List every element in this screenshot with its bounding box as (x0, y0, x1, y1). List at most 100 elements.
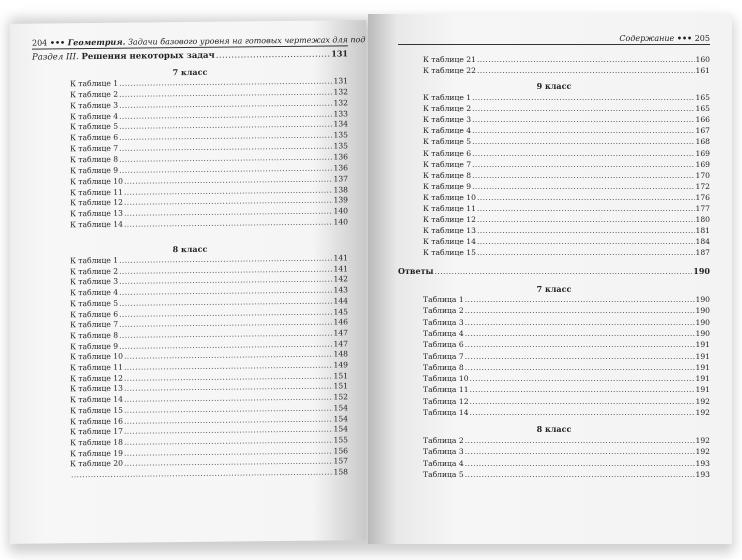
entry-label: К таблице 4 (70, 287, 119, 298)
dot-leader (472, 126, 694, 136)
header-title: Содержание (619, 34, 675, 43)
entry-label: К таблице 3 (70, 100, 119, 110)
entry-page: 137 (333, 173, 349, 184)
entry-label: К таблице 8 (70, 154, 119, 165)
entry-label: Таблица 5 (423, 469, 464, 479)
entry-label: К таблице 10 (70, 351, 123, 362)
dot-leader (465, 306, 695, 316)
toc-entry: Таблица 4 190 (423, 329, 710, 339)
entry-page: 187 (695, 248, 711, 258)
entry-page: 165 (695, 104, 711, 114)
entry-page: 135 (333, 130, 349, 140)
entry-label: К таблице 21 (423, 55, 476, 64)
entry-page: 172 (695, 181, 711, 191)
entry-page: 132 (333, 87, 349, 97)
entry-page: 169 (695, 159, 711, 169)
entry-page: 154 (333, 424, 349, 434)
book-title: Геометрия. (67, 36, 126, 48)
entry-page: 193 (695, 458, 711, 468)
section-page: 131 (331, 48, 348, 59)
dot-leader (472, 149, 694, 159)
entry-label: К таблице 17 (70, 426, 123, 437)
entry-label: Таблица 7 (423, 351, 464, 361)
section-title: Решения некоторых задач (81, 50, 215, 63)
right-page: Содержание ••• 205 9 класс Ответы 190 7 … (368, 14, 732, 544)
answers-title: Ответы (398, 266, 434, 276)
toc-entry: К таблице 9 172 (423, 182, 710, 192)
toc-entry: К таблице 8 170 (423, 171, 710, 181)
entry-label: К таблице 3 (70, 277, 119, 287)
toc-entry: К таблице 14 140 (70, 217, 348, 230)
dot-leader (465, 295, 695, 305)
entry-label: К таблице 19 (70, 448, 123, 458)
entry-page: 193 (695, 469, 711, 479)
dot-leader (470, 408, 695, 418)
entry-label: К таблице 11 (70, 187, 123, 197)
toc-entry: Таблица 14 192 (423, 408, 710, 418)
dot-leader (465, 459, 695, 469)
dot-leader (465, 329, 695, 339)
entry-page: 143 (333, 285, 349, 295)
toc-entry: 158 (70, 467, 349, 480)
dot-leader (465, 447, 695, 457)
entry-label: Таблица 6 (423, 340, 464, 350)
entry-page: 165 (695, 93, 711, 102)
dot-leader (472, 182, 694, 192)
toc-section-row: Раздел III. Решения некоторых задач 131 (32, 48, 348, 62)
entry-label: К таблице 12 (423, 215, 476, 225)
entry-label: К таблице 1 (423, 93, 472, 102)
entry-page: 190 (695, 328, 711, 338)
entry-page: 140 (333, 206, 349, 216)
dot-leader (470, 374, 695, 384)
entry-page: 190 (695, 317, 711, 327)
entry-label: К таблице 7 (70, 319, 119, 330)
dot-leader (477, 55, 695, 65)
entry-page: 141 (333, 253, 349, 263)
entry-page: 146 (333, 317, 349, 327)
toc-answers-row: Ответы 190 (398, 266, 710, 277)
toc-entry: Таблица 2 190 (423, 306, 710, 316)
entry-page: 177 (695, 204, 711, 213)
toc-entry: К таблице 10 176 (423, 193, 710, 203)
toc-entry: К таблице 13 181 (423, 226, 710, 236)
page-number: 204 (32, 38, 48, 48)
entry-label: К таблице 4 (423, 126, 472, 136)
entry-page: 158 (333, 467, 349, 477)
entry-page: 191 (695, 374, 711, 384)
toc-entry: Таблица 3 192 (423, 447, 710, 457)
entry-label: Таблица 12 (423, 396, 469, 406)
entry-page: 131 (333, 76, 349, 86)
entry-page: 192 (695, 436, 711, 445)
dot-leader (71, 467, 333, 480)
entry-label: Таблица 14 (423, 408, 469, 417)
toc-entry: Таблица 7 191 (423, 352, 710, 362)
entry-page: 148 (333, 349, 349, 359)
dot-leader (124, 217, 333, 229)
dot-leader (477, 237, 695, 247)
entry-label: К таблице 15 (70, 405, 123, 416)
dot-leader (472, 93, 694, 103)
entry-page: 147 (333, 328, 349, 338)
answers-page: 190 (693, 266, 710, 276)
entry-label: К таблице 9 (70, 341, 119, 351)
entry-page: 157 (333, 456, 349, 466)
entry-label: К таблице 13 (70, 384, 123, 394)
entry-page: 134 (333, 119, 349, 129)
entry-label: К таблице 7 (423, 159, 472, 169)
entry-page: 155 (333, 435, 349, 445)
entry-label: К таблице 15 (423, 248, 476, 258)
toc-entry: К таблице 1 165 (423, 93, 710, 103)
dot-leader (477, 226, 695, 236)
header-rule (398, 44, 710, 45)
entry-label: К таблице 2 (70, 266, 119, 276)
entry-page: 152 (333, 392, 349, 402)
entry-page: 142 (333, 274, 349, 284)
entry-page: 135 (333, 141, 349, 151)
grade-heading: 7 класс (536, 284, 572, 294)
entry-page: 151 (333, 371, 349, 381)
entry-label: Таблица 11 (423, 385, 469, 395)
dot-leader (470, 397, 695, 407)
entry-label: К таблице 22 (423, 66, 476, 75)
entry-page: 170 (695, 170, 711, 180)
entry-page: 192 (695, 447, 711, 457)
